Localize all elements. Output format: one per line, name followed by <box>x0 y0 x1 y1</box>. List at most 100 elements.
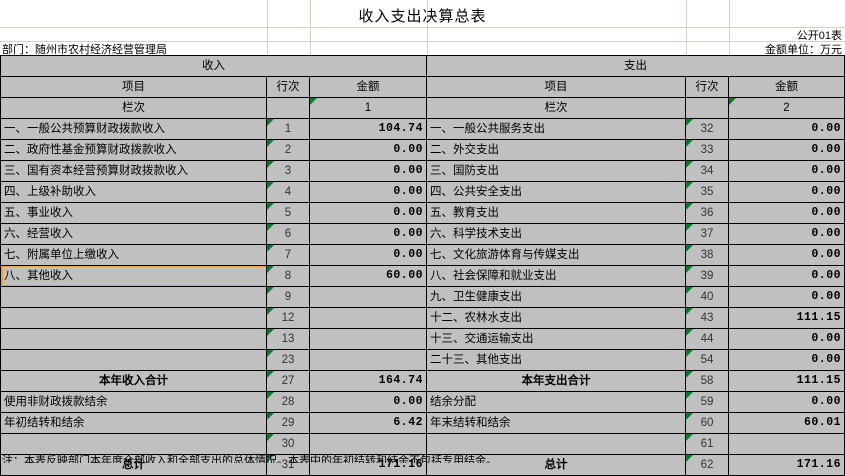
expense-line-cell[interactable]: 37 <box>685 223 729 245</box>
table-row[interactable]: 30 61 <box>0 433 845 455</box>
expense-amount-cell[interactable]: 0.00 <box>728 118 845 140</box>
expense-amount-cell[interactable]: 0.00 <box>728 349 845 371</box>
expense-item-cell[interactable]: 五、教育支出 <box>426 202 686 224</box>
expense-line-cell[interactable]: 34 <box>685 160 729 182</box>
expense-amount-cell[interactable]: 0.00 <box>728 139 845 161</box>
income-line-cell[interactable]: 13 <box>266 328 310 350</box>
expense-amount-cell[interactable]: 0.00 <box>728 391 845 413</box>
income-line-cell[interactable]: 9 <box>266 286 310 308</box>
income-amount-cell[interactable] <box>309 286 427 308</box>
expense-line-cell[interactable]: 32 <box>685 118 729 140</box>
income-item-cell[interactable]: 使用非财政拨款结余 <box>0 391 267 413</box>
income-line-cell[interactable]: 7 <box>266 244 310 266</box>
expense-line-cell[interactable]: 44 <box>685 328 729 350</box>
expense-line-cell[interactable]: 61 <box>685 433 729 455</box>
expense-item-cell[interactable]: 十三、交通运输支出 <box>426 328 686 350</box>
expense-item-cell[interactable]: 七、文化旅游体育与传媒支出 <box>426 244 686 266</box>
income-amount-cell[interactable]: 0.00 <box>309 391 427 413</box>
expense-item-cell[interactable]: 年末结转和结余 <box>426 412 686 434</box>
expense-item-cell[interactable]: 本年支出合计 <box>426 370 686 392</box>
table-row[interactable]: 使用非财政拨款结余 28 0.00 结余分配 59 0.00 <box>0 391 845 413</box>
table-row[interactable]: 四、上级补助收入 4 0.00 四、公共安全支出 35 0.00 <box>0 181 845 203</box>
table-row[interactable]: 23 二十三、其他支出 54 0.00 <box>0 349 845 371</box>
expense-item-cell[interactable]: 八、社会保障和就业支出 <box>426 265 686 287</box>
expense-amount-cell[interactable]: 60.01 <box>728 412 845 434</box>
income-amount-cell[interactable] <box>309 307 427 329</box>
income-amount-cell[interactable]: 164.74 <box>309 370 427 392</box>
income-line-cell[interactable]: 4 <box>266 181 310 203</box>
income-item-cell[interactable] <box>0 433 267 455</box>
income-line-cell[interactable]: 28 <box>266 391 310 413</box>
income-amount-cell[interactable]: 0.00 <box>309 202 427 224</box>
income-item-cell[interactable]: 二、政府性基金预算财政拨款收入 <box>0 139 267 161</box>
expense-line-cell[interactable]: 36 <box>685 202 729 224</box>
income-amount-cell[interactable]: 0.00 <box>309 160 427 182</box>
table-row[interactable]: 一、一般公共预算财政拨款收入 1 104.74 一、一般公共服务支出 32 0.00 <box>0 118 845 140</box>
income-amount-cell[interactable]: 6.42 <box>309 412 427 434</box>
expense-amount-cell[interactable]: 0.00 <box>728 202 845 224</box>
expense-line-cell[interactable]: 39 <box>685 265 729 287</box>
income-item-cell[interactable]: 本年收入合计 <box>0 370 267 392</box>
expense-amount-cell[interactable]: 0.00 <box>728 265 845 287</box>
expense-item-cell[interactable]: 三、国防支出 <box>426 160 686 182</box>
income-item-cell[interactable] <box>0 286 267 308</box>
expense-item-cell[interactable]: 九、卫生健康支出 <box>426 286 686 308</box>
income-line-cell[interactable]: 3 <box>266 160 310 182</box>
income-item-cell[interactable] <box>0 349 267 371</box>
expense-amount-cell[interactable]: 0.00 <box>728 181 845 203</box>
income-amount-cell[interactable] <box>309 433 427 455</box>
table-row[interactable]: 13 十三、交通运输支出 44 0.00 <box>0 328 845 350</box>
expense-item-cell[interactable]: 十二、农林水支出 <box>426 307 686 329</box>
income-item-cell[interactable]: 一、一般公共预算财政拨款收入 <box>0 118 267 140</box>
income-item-cell[interactable]: 四、上级补助收入 <box>0 181 267 203</box>
table-row[interactable]: 七、附属单位上缴收入 7 0.00 七、文化旅游体育与传媒支出 38 0.00 <box>0 244 845 266</box>
expense-line-cell[interactable]: 43 <box>685 307 729 329</box>
income-item-cell[interactable]: 六、经营收入 <box>0 223 267 245</box>
income-line-cell[interactable]: 23 <box>266 349 310 371</box>
expense-item-cell[interactable]: 结余分配 <box>426 391 686 413</box>
income-item-cell[interactable] <box>0 307 267 329</box>
table-row[interactable]: 9 九、卫生健康支出 40 0.00 <box>0 286 845 308</box>
expense-amount-cell[interactable]: 0.00 <box>728 160 845 182</box>
income-line-cell[interactable]: 5 <box>266 202 310 224</box>
table-row[interactable]: 二、政府性基金预算财政拨款收入 2 0.00 二、外交支出 33 0.00 <box>0 139 845 161</box>
income-amount-cell[interactable]: 0.00 <box>309 244 427 266</box>
table-row[interactable]: 本年收入合计 27 164.74 本年支出合计 58 111.15 <box>0 370 845 392</box>
income-amount-cell[interactable]: 0.00 <box>309 181 427 203</box>
expense-item-cell[interactable]: 一、一般公共服务支出 <box>426 118 686 140</box>
income-line-cell[interactable]: 8 <box>266 265 310 287</box>
expense-line-cell[interactable]: 54 <box>685 349 729 371</box>
expense-item-cell[interactable]: 六、科学技术支出 <box>426 223 686 245</box>
expense-item-cell[interactable]: 四、公共安全支出 <box>426 181 686 203</box>
expense-amount-cell[interactable]: 0.00 <box>728 328 845 350</box>
income-line-cell[interactable]: 1 <box>266 118 310 140</box>
table-row[interactable]: 六、经营收入 6 0.00 六、科学技术支出 37 0.00 <box>0 223 845 245</box>
income-amount-cell[interactable] <box>309 349 427 371</box>
table-row[interactable]: 三、国有资本经营预算财政拨款收入 3 0.00 三、国防支出 34 0.00 <box>0 160 845 182</box>
income-amount-cell[interactable]: 60.00 <box>309 265 427 287</box>
income-item-cell[interactable]: 五、事业收入 <box>0 202 267 224</box>
expense-amount-cell[interactable]: 0.00 <box>728 286 845 308</box>
expense-line-cell[interactable]: 59 <box>685 391 729 413</box>
income-item-cell[interactable]: 三、国有资本经营预算财政拨款收入 <box>0 160 267 182</box>
income-amount-cell[interactable]: 104.74 <box>309 118 427 140</box>
expense-item-cell[interactable]: 二、外交支出 <box>426 139 686 161</box>
income-line-cell[interactable]: 29 <box>266 412 310 434</box>
income-amount-cell[interactable]: 0.00 <box>309 139 427 161</box>
income-line-cell[interactable]: 12 <box>266 307 310 329</box>
income-line-cell[interactable]: 30 <box>266 433 310 455</box>
income-line-cell[interactable]: 2 <box>266 139 310 161</box>
table-row[interactable]: 八、其他收入 8 60.00 八、社会保障和就业支出 39 0.00 <box>0 265 845 287</box>
income-amount-cell[interactable]: 0.00 <box>309 223 427 245</box>
expense-amount-cell[interactable]: 111.15 <box>728 307 845 329</box>
expense-amount-cell[interactable]: 0.00 <box>728 223 845 245</box>
table-row[interactable]: 五、事业收入 5 0.00 五、教育支出 36 0.00 <box>0 202 845 224</box>
income-amount-cell[interactable] <box>309 328 427 350</box>
income-line-cell[interactable]: 6 <box>266 223 310 245</box>
income-item-cell[interactable] <box>0 328 267 350</box>
expense-item-cell[interactable]: 二十三、其他支出 <box>426 349 686 371</box>
expense-line-cell[interactable]: 33 <box>685 139 729 161</box>
income-item-cell[interactable]: 年初结转和结余 <box>0 412 267 434</box>
expense-amount-cell[interactable]: 111.15 <box>728 370 845 392</box>
expense-item-cell[interactable] <box>426 433 686 455</box>
